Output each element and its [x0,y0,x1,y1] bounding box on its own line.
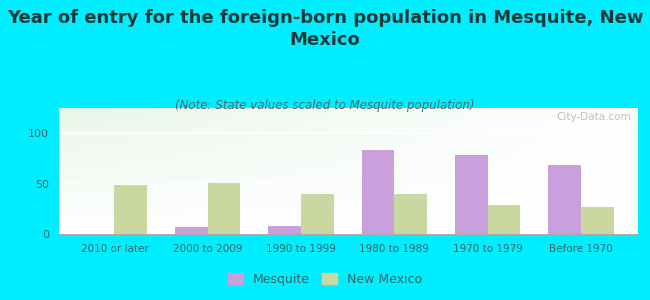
Bar [175,227,208,234]
Text: City-Data.com: City-Data.com [556,112,631,122]
Text: Year of entry for the foreign-born population in Mesquite, New
Mexico: Year of entry for the foreign-born popul… [6,9,644,49]
Bar [362,150,395,234]
Bar [268,226,301,234]
Bar [301,194,333,234]
Bar [488,205,521,234]
Bar [114,184,147,234]
Text: (Note: State values scaled to Mesquite population): (Note: State values scaled to Mesquite p… [176,99,474,112]
Bar [208,183,240,234]
Bar [455,155,488,234]
Legend: Mesquite, New Mexico: Mesquite, New Mexico [223,268,427,291]
Bar [581,207,614,234]
Bar [549,166,581,234]
Bar [395,194,427,234]
